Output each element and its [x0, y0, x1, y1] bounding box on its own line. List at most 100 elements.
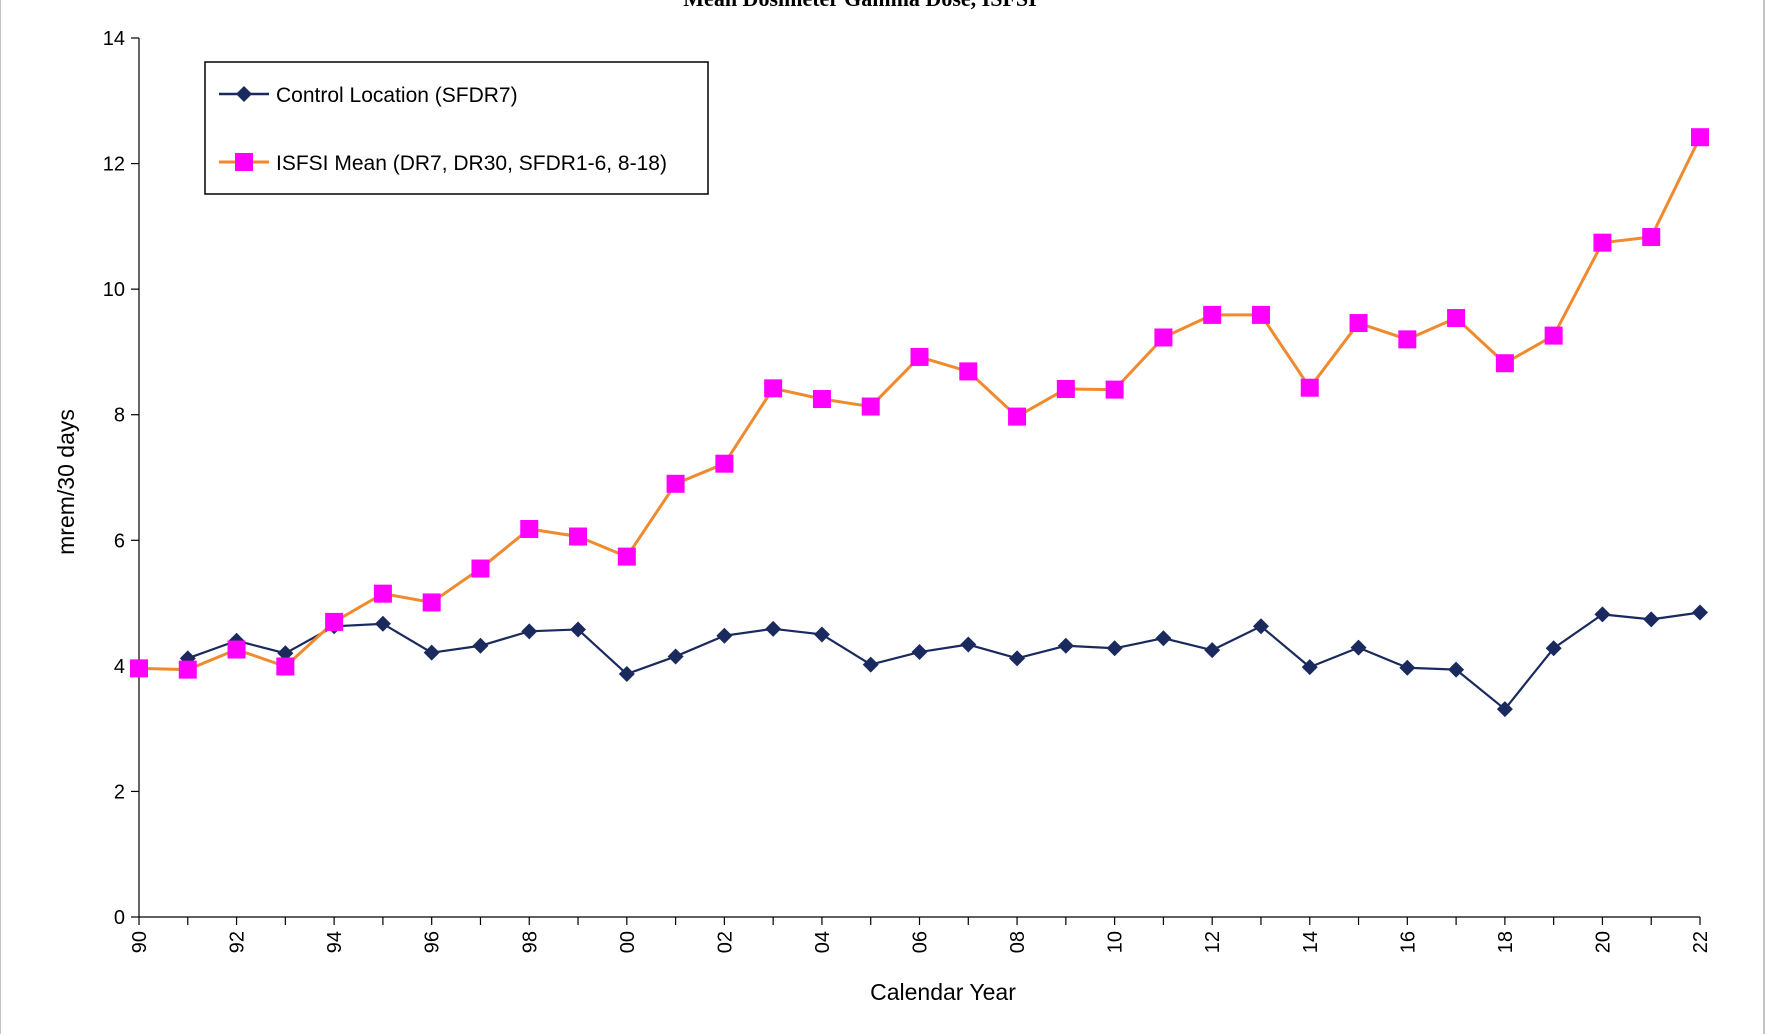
data-point-isfsi [569, 527, 588, 546]
x-tick-label: 92 [227, 931, 249, 953]
x-tick-label: 12 [1202, 931, 1224, 953]
data-point-isfsi [1447, 309, 1466, 328]
data-point-isfsi [1349, 314, 1368, 333]
data-point-isfsi [1203, 305, 1222, 324]
data-point-control [862, 656, 879, 673]
legend-marker-isfsi [235, 153, 253, 171]
series-group [130, 128, 1709, 718]
x-axis: 90 92 94 96 98 00 02 04 06 08 10 12 14 16 18 20 22 [129, 916, 1712, 953]
data-point-isfsi [1593, 233, 1612, 252]
data-point-control [1399, 659, 1416, 676]
data-point-isfsi [959, 362, 978, 381]
legend: Control Location (SFDR7) ISFSI Mean (DR7… [204, 61, 709, 195]
data-point-control [1350, 639, 1367, 656]
data-point-control [1155, 630, 1172, 647]
y-tick-label: 12 [103, 154, 125, 176]
x-tick-label: 98 [519, 931, 541, 953]
data-point-control [667, 648, 684, 665]
legend-label-control: Control Location (SFDR7) [276, 84, 518, 107]
data-point-control [570, 621, 587, 638]
y-tick-label: 6 [114, 530, 125, 552]
data-point-isfsi [1544, 326, 1563, 345]
y-tick-label: 2 [114, 781, 125, 803]
data-point-isfsi [422, 593, 441, 612]
data-point-isfsi [1251, 305, 1270, 324]
data-point-isfsi [1642, 228, 1661, 247]
x-tick-label: 16 [1397, 931, 1419, 953]
x-tick-label: 22 [1690, 931, 1712, 953]
x-tick-label: 94 [324, 931, 346, 953]
data-point-control [960, 636, 977, 653]
data-point-control [472, 637, 489, 654]
x-tick-label: 10 [1105, 931, 1127, 953]
data-point-isfsi [764, 379, 783, 398]
y-tick-label: 0 [114, 907, 125, 929]
data-point-control [765, 620, 782, 637]
data-point-isfsi [666, 474, 685, 493]
data-point-control [1252, 618, 1269, 635]
data-point-isfsi [1056, 379, 1075, 398]
data-point-control [1448, 661, 1465, 678]
x-tick-label: 00 [617, 931, 639, 953]
data-point-control [374, 615, 391, 632]
x-tick-label: 14 [1300, 931, 1322, 953]
data-point-isfsi [715, 454, 734, 473]
y-tick-label: 10 [103, 279, 125, 301]
data-point-isfsi [1154, 328, 1173, 347]
chart-title: Mean Dosimeter Gamma Dose, ISFSI [683, 0, 1036, 11]
data-point-control [1692, 604, 1708, 621]
data-point-control [1545, 640, 1562, 657]
y-tick-label: 8 [114, 405, 125, 427]
data-point-isfsi [130, 659, 148, 678]
x-tick-label: 90 [129, 931, 151, 953]
x-tick-label: 06 [910, 931, 932, 953]
y-axis: 0 2 4 6 8 10 12 14 [103, 28, 140, 929]
y-tick-label: 14 [103, 28, 125, 50]
data-point-isfsi [520, 519, 539, 538]
data-point-control [423, 644, 440, 661]
data-point-isfsi [178, 660, 197, 679]
data-point-control [1301, 659, 1318, 676]
data-point-control [1594, 606, 1611, 623]
data-point-isfsi [1398, 330, 1417, 349]
legend-box [204, 61, 709, 195]
data-point-isfsi [812, 390, 831, 409]
x-tick-label: 96 [422, 931, 444, 953]
data-point-isfsi [1495, 354, 1514, 373]
y-axis-title: mrem/30 days [53, 409, 79, 555]
data-point-isfsi [861, 397, 880, 416]
data-point-control [1009, 650, 1026, 667]
data-point-isfsi [373, 584, 392, 603]
x-tick-label: 18 [1495, 931, 1517, 953]
data-point-isfsi [325, 612, 344, 631]
data-point-isfsi [1300, 378, 1319, 397]
x-tick-label: 20 [1592, 931, 1614, 953]
data-point-isfsi [1008, 407, 1027, 426]
x-tick-label: 08 [1007, 931, 1029, 953]
data-point-control [521, 623, 538, 640]
x-tick-label: 04 [812, 931, 834, 953]
x-tick-label: 02 [714, 931, 736, 953]
data-point-isfsi [227, 640, 246, 659]
data-point-control [1204, 642, 1221, 659]
data-point-control [716, 627, 733, 644]
data-point-isfsi [471, 559, 490, 578]
x-axis-title: Calendar Year [870, 979, 1016, 1005]
data-point-control [1643, 611, 1660, 628]
series-line-control [187, 611, 1701, 711]
data-point-control [1057, 637, 1074, 654]
data-point-control [911, 644, 928, 661]
data-point-control [813, 626, 830, 643]
data-point-isfsi [276, 657, 295, 676]
legend-label-isfsi: ISFSI Mean (DR7, DR30, SFDR1-6, 8-18) [276, 152, 667, 175]
data-point-control [618, 666, 635, 683]
legend-marker-control [236, 86, 252, 102]
data-point-isfsi [1691, 128, 1709, 147]
data-point-control [1106, 640, 1123, 657]
data-point-isfsi [617, 547, 636, 566]
data-point-control [1496, 701, 1513, 718]
y-tick-label: 4 [114, 656, 125, 678]
data-point-isfsi [1105, 380, 1124, 399]
